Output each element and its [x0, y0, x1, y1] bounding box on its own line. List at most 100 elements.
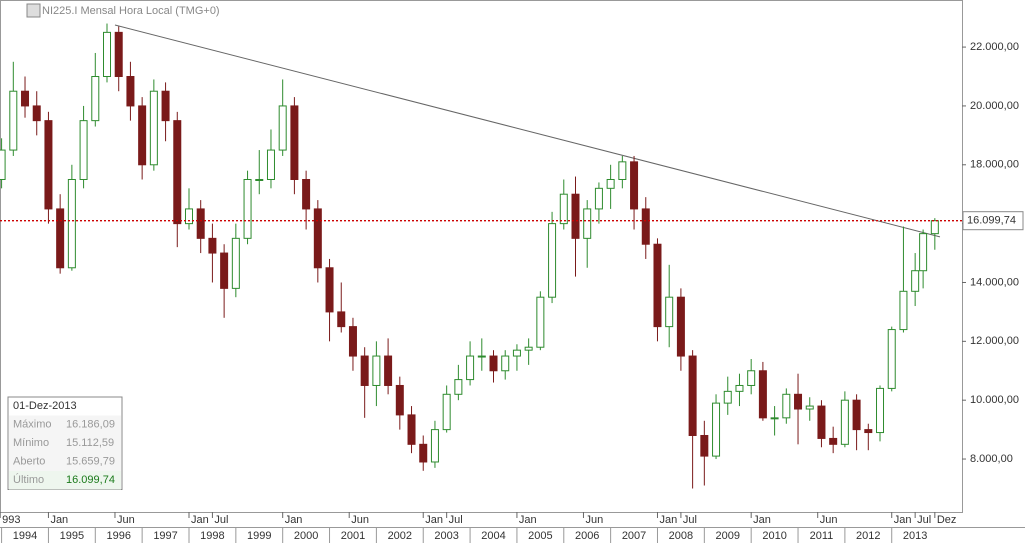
- year-tick-label: 1998: [200, 530, 224, 542]
- candle-body: [919, 233, 928, 272]
- candle-body: [138, 105, 147, 166]
- candle-body: [255, 178, 264, 181]
- symbol-icon: [26, 3, 41, 18]
- candle-body: [930, 220, 939, 235]
- year-tick-label: 2008: [669, 530, 693, 542]
- info-value: 15.112,59: [66, 437, 114, 449]
- month-tick-label: 993: [2, 514, 20, 526]
- candle-body: [840, 399, 849, 445]
- candle-body: [477, 355, 486, 358]
- candle-body: [220, 252, 229, 289]
- chart-title: NI225.I Mensal Hora Local (TMG+0): [42, 5, 220, 17]
- y-tick-label: 20.000,00: [970, 100, 1019, 112]
- year-tick-label: 2004: [481, 530, 505, 542]
- candle-body: [887, 329, 896, 389]
- y-tick-label: 10.000,00: [970, 394, 1019, 406]
- candle-body: [184, 208, 193, 225]
- candle-body: [419, 443, 428, 463]
- candle-body: [243, 178, 252, 239]
- candle-body: [688, 355, 697, 436]
- month-tick-label: Jun: [117, 514, 135, 526]
- candle-body: [524, 346, 533, 351]
- info-box: 01-Dez-2013 Máximo 16.186,09 Mínimo 15.112,5…: [7, 396, 123, 490]
- candle-body: [817, 405, 826, 439]
- info-label: Último: [13, 473, 44, 486]
- candle-body: [149, 90, 158, 166]
- month-tick-label: Jun: [820, 514, 838, 526]
- candle-body: [829, 437, 838, 445]
- month-tick-label: Jul: [449, 514, 463, 526]
- candle-body: [852, 399, 861, 431]
- candle-body: [161, 90, 170, 122]
- info-row-bg: [9, 434, 121, 453]
- year-tick-label: 1997: [153, 530, 177, 542]
- candle-body: [700, 434, 709, 457]
- info-date: 01-Dez-2013: [13, 400, 77, 412]
- candle-body: [466, 355, 475, 381]
- info-value: 16.099,74: [66, 474, 115, 486]
- month-tick-label: Jan: [894, 514, 912, 526]
- candle-body: [9, 90, 18, 151]
- candle-body: [360, 355, 369, 386]
- year-tick-label: 2001: [341, 530, 365, 542]
- y-tick-label: 18.000,00: [970, 159, 1019, 171]
- plot-frame: [0, 0, 963, 513]
- year-tick-label: 2005: [528, 530, 552, 542]
- candle-body: [173, 120, 182, 225]
- month-tick-label: Jul: [214, 514, 228, 526]
- year-tick-label: 1996: [106, 530, 130, 542]
- candle-body: [641, 208, 650, 245]
- candle-body: [618, 161, 627, 180]
- candle-body: [899, 290, 908, 331]
- candle-body: [430, 429, 439, 463]
- candle-body: [407, 414, 416, 445]
- candle-body: [114, 31, 123, 78]
- candle-body: [665, 296, 674, 328]
- candle-body: [723, 390, 732, 404]
- year-tick-label: 1994: [13, 530, 37, 542]
- candle-body: [571, 193, 580, 239]
- month-tick-label: Jan: [191, 514, 209, 526]
- candle-body: [32, 105, 41, 122]
- candle-body: [782, 393, 791, 419]
- candle-body: [794, 393, 803, 410]
- info-label: Mínimo: [13, 437, 49, 449]
- year-tick-label: 1995: [60, 530, 84, 542]
- candle-body: [489, 355, 498, 372]
- candle-body: [630, 161, 639, 210]
- candle-body: [56, 208, 65, 269]
- month-tick-label: Jul: [683, 514, 697, 526]
- month-tick-label: Jan: [50, 514, 68, 526]
- y-tick-label: 12.000,00: [970, 335, 1019, 347]
- year-tick-label: 2002: [388, 530, 412, 542]
- candle-body: [712, 402, 721, 457]
- info-row-bg: [9, 452, 121, 471]
- candle-body: [126, 76, 135, 107]
- year-tick-label: 2013: [903, 530, 927, 542]
- year-tick-label: 2003: [434, 530, 458, 542]
- candle-body: [536, 296, 545, 348]
- candle-body: [196, 208, 205, 239]
- candle-body: [302, 178, 311, 210]
- month-tick-label: Jan: [659, 514, 677, 526]
- candle-body: [442, 393, 451, 431]
- year-tick-label: 2011: [810, 530, 834, 542]
- month-tick-label: Jan: [285, 514, 303, 526]
- info-value: 16.186,09: [66, 419, 115, 431]
- candle-body: [384, 355, 393, 386]
- candle-body: [454, 379, 463, 395]
- year-tick-label: 2010: [762, 530, 786, 542]
- candle-body: [278, 105, 287, 151]
- month-tick-label: Jan: [425, 514, 443, 526]
- year-tick-label: 1999: [247, 530, 271, 542]
- candle-body: [337, 311, 346, 328]
- info-label: Aberto: [13, 456, 45, 468]
- year-tick-label: 2012: [856, 530, 880, 542]
- candle-body: [676, 296, 685, 357]
- candle-body: [758, 370, 767, 419]
- info-row-bg: [9, 471, 121, 490]
- candle-body: [876, 387, 885, 434]
- candle-body: [559, 193, 568, 225]
- candle-body: [0, 149, 6, 180]
